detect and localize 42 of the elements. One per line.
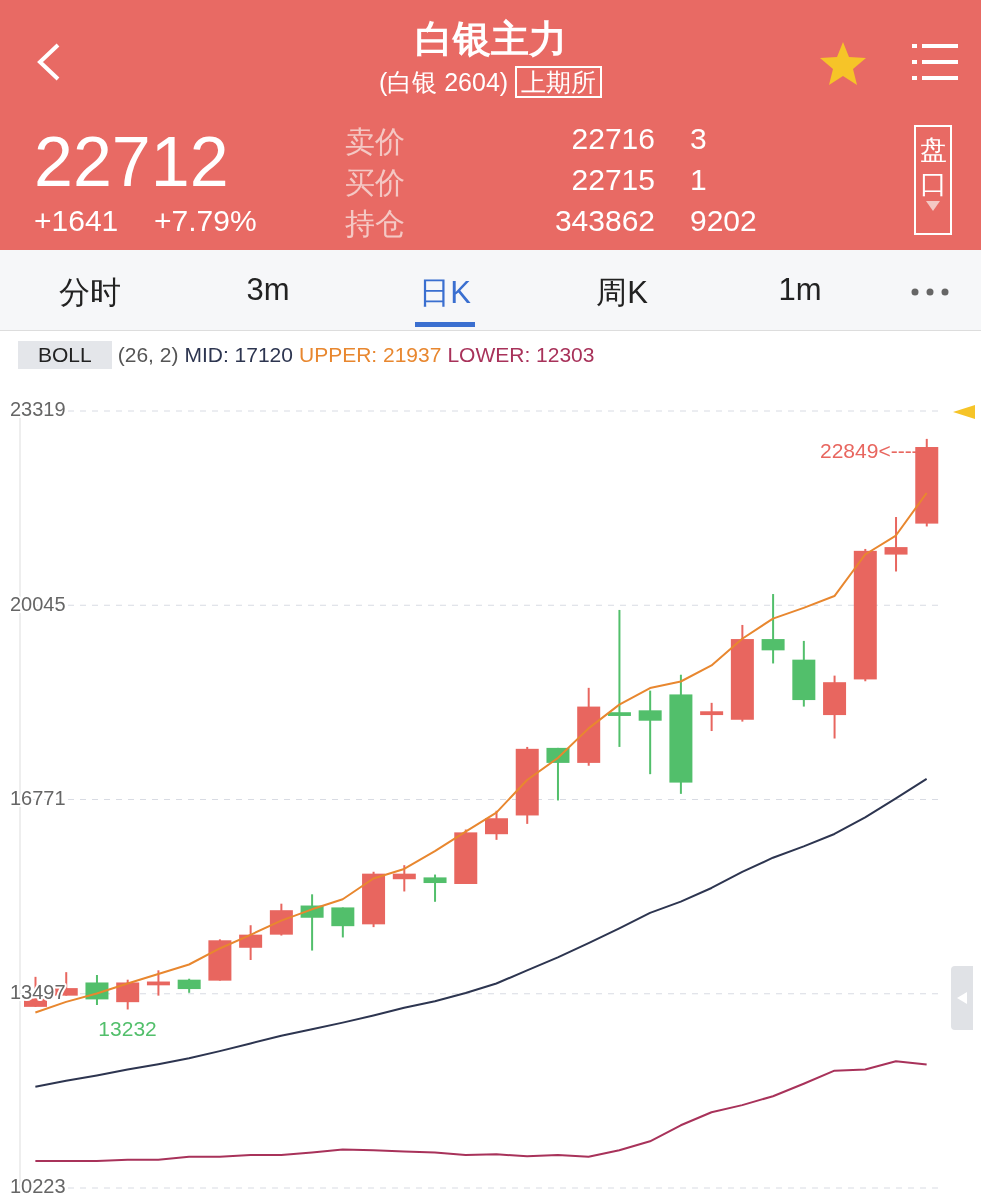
candlestick	[761, 593, 785, 665]
candlestick	[116, 978, 140, 1011]
text: LOWER: 12303	[447, 343, 595, 367]
y-tick-label: 16771	[10, 786, 66, 809]
text: MID: 17120	[184, 343, 293, 367]
candlestick	[239, 924, 263, 961]
chart-subtitle: (白银 2604)	[378, 68, 509, 96]
text: 周K	[595, 274, 649, 312]
text: UPPER: 21937	[298, 343, 442, 367]
candlestick	[700, 701, 724, 733]
text: 1m	[777, 272, 823, 308]
text: +7.79%	[154, 204, 257, 238]
text: 3	[690, 122, 707, 156]
text: 22712	[34, 122, 229, 202]
line-series	[34, 1060, 928, 1162]
candlestick	[884, 516, 908, 573]
candlestick	[331, 906, 355, 939]
annotation: 13232	[98, 1017, 157, 1041]
text: 卖价	[345, 124, 405, 160]
text: 3m	[245, 272, 291, 308]
candlestick	[392, 864, 416, 893]
text: 盘口	[919, 134, 947, 201]
text: 上期所	[515, 66, 603, 98]
text: 买价	[345, 165, 405, 201]
candlestick	[638, 689, 662, 776]
chart-title: 白银主力	[413, 17, 568, 62]
text: +1641	[34, 204, 119, 238]
text: 持仓	[345, 206, 405, 242]
text: 22715	[571, 163, 655, 197]
indicator-button: BOLL	[18, 341, 112, 369]
candlestick	[607, 608, 631, 748]
text: 分时	[58, 274, 122, 312]
text: 9202	[690, 204, 757, 238]
y-tick-label: 23319	[10, 398, 66, 421]
y-tick-label: 10223	[10, 1175, 66, 1198]
text: 1	[690, 163, 707, 197]
text: 日K	[418, 274, 472, 312]
text: 22716	[571, 122, 655, 156]
legend-title: (26, 2)	[117, 343, 179, 367]
candlestick	[423, 873, 447, 903]
y-tick-label: 20045	[10, 592, 66, 615]
text: 343862	[554, 204, 655, 238]
